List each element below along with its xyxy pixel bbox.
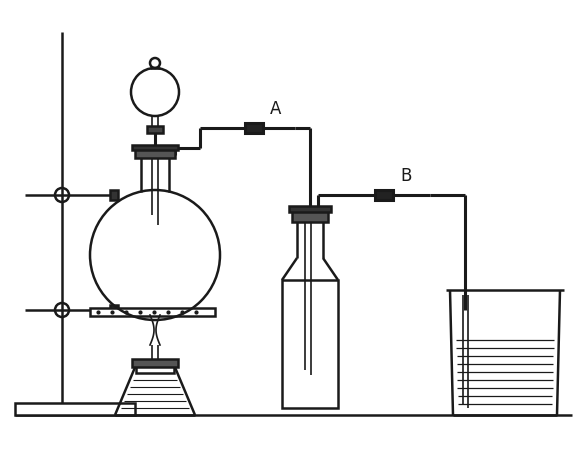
Bar bbox=[375, 190, 393, 200]
Bar bbox=[135, 148, 175, 158]
Bar bbox=[132, 359, 178, 367]
Bar bbox=[282, 280, 338, 408]
Text: A: A bbox=[270, 100, 282, 118]
Bar bbox=[292, 210, 328, 222]
Bar bbox=[110, 190, 118, 200]
Bar bbox=[110, 305, 118, 315]
Text: B: B bbox=[400, 167, 412, 185]
Bar bbox=[15, 403, 135, 415]
Bar bbox=[132, 145, 178, 150]
Bar bbox=[136, 365, 174, 373]
Bar bbox=[90, 308, 215, 316]
Bar bbox=[245, 123, 263, 133]
Bar bbox=[289, 206, 331, 212]
Bar bbox=[147, 126, 163, 133]
